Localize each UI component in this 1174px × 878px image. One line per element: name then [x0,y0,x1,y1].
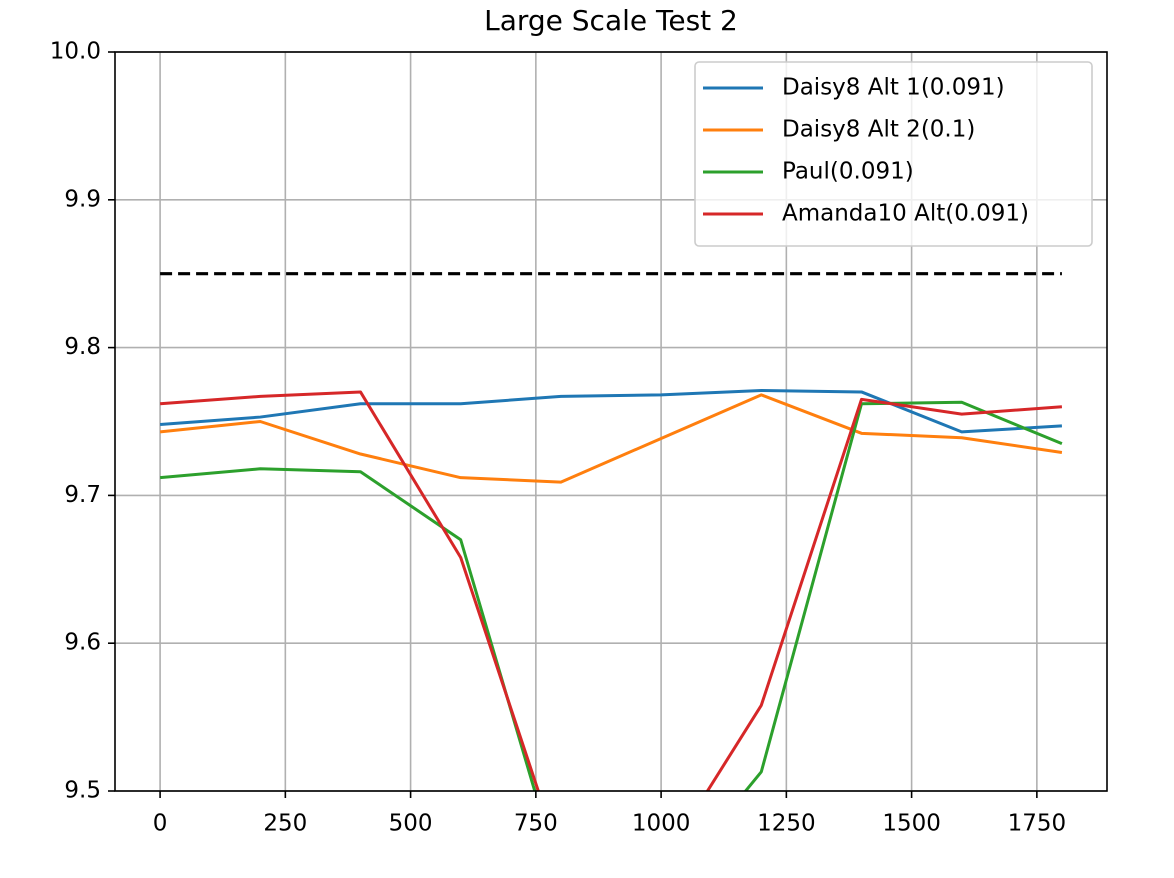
series-line [159,400,1063,791]
x-tick-label: 750 [514,811,558,837]
legend-label: Daisy8 Alt 1(0.091) [782,75,1005,101]
legend-label: Paul(0.091) [782,159,914,185]
legend: Daisy8 Alt 1(0.091) Daisy8 Alt 2(0.1) Paul… [694,61,1093,247]
ticks: 0 250 500 750 1000 1250 1500 1750 9.5 9.6 9.7 9.8 9.… [50,39,1066,837]
y-tick-label: 9.6 [64,630,101,656]
x-tick-label: 1500 [882,811,941,837]
y-tick-label: 9.5 [64,778,101,804]
series-line [159,390,1063,791]
x-tick-label: 500 [389,811,433,837]
plot-area [159,272,1063,791]
x-tick-label: 1750 [1008,811,1067,837]
chart-title: Large Scale Test 2 [484,4,738,37]
legend-box [694,61,1093,247]
series-line [159,393,1063,484]
series-line [159,388,1062,434]
y-tick-label: 9.8 [64,334,101,360]
legend-label: Amanda10 Alt(0.091) [782,201,1029,227]
y-tick-label: 9.9 [64,186,101,212]
x-tick-label: 1250 [757,811,816,837]
axes-frame [114,51,1108,792]
legend-label: Daisy8 Alt 2(0.1) [782,117,975,143]
x-tick-label: 0 [153,811,168,837]
x-tick-label: 1000 [632,811,691,837]
x-tick-label: 250 [263,811,307,837]
y-tick-label: 10.0 [50,39,101,65]
y-tick-label: 9.7 [64,482,101,508]
